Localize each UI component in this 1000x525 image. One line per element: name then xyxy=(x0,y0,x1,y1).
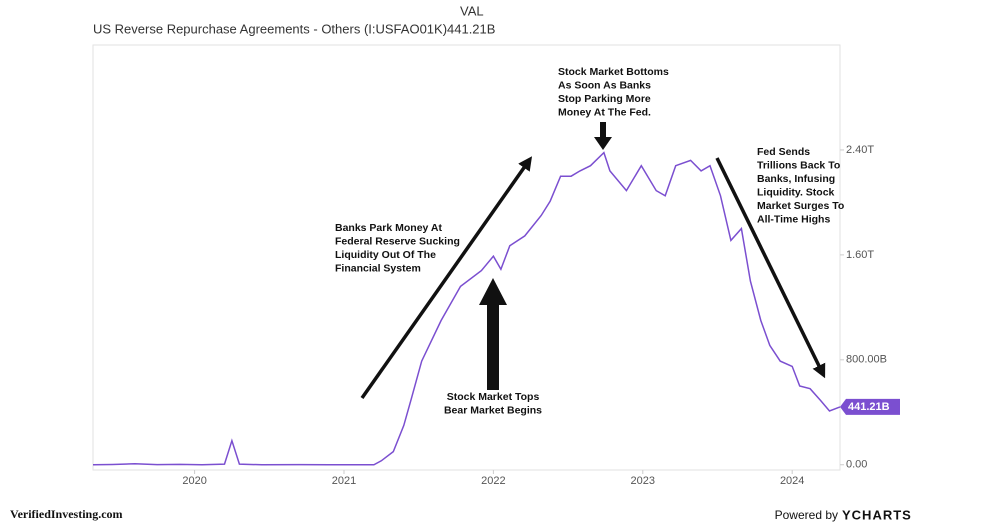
footer-source: VerifiedInvesting.com xyxy=(10,507,123,521)
x-tick-label: 2021 xyxy=(332,475,356,487)
annotation: Bear Market Begins xyxy=(444,404,542,416)
annotation: Federal Reserve Sucking xyxy=(335,235,460,247)
line xyxy=(92,151,841,466)
arrow xyxy=(360,156,533,400)
last-value-label: 441.21B xyxy=(848,401,890,413)
plot-frame xyxy=(92,44,841,471)
chart-title: US Reverse Repurchase Agreements - Other… xyxy=(93,21,447,36)
annotation: Stock Market Tops xyxy=(447,391,540,403)
x-tick-label: 2024 xyxy=(780,475,804,487)
annotation: Banks Park Money At xyxy=(335,222,442,234)
x-tick-label: 2023 xyxy=(631,475,655,487)
annotation: Stop Parking More xyxy=(558,93,651,105)
y-tick-label: 0.00 xyxy=(846,459,867,471)
x-tick-label: 2020 xyxy=(182,475,206,487)
x-tick-label: 2022 xyxy=(481,475,505,487)
y-tick-label: 2.40T xyxy=(846,144,874,156)
annotation: As Soon As Banks xyxy=(558,79,651,91)
annotation: All-Time Highs xyxy=(757,213,830,225)
arrow xyxy=(715,157,826,379)
y-tick-label: 1.60T xyxy=(846,249,874,261)
footer-powered: Powered by xyxy=(775,508,838,522)
annotation: Money At The Fed. xyxy=(558,106,651,118)
y-tick-label: 800.00B xyxy=(846,354,887,366)
annotation: Trillions Back To xyxy=(757,159,840,171)
value-header: VAL xyxy=(460,3,484,18)
annotation: Financial System xyxy=(335,262,421,274)
annotation: Banks, Infusing xyxy=(757,173,835,185)
arrow xyxy=(479,278,507,390)
last-value-badge xyxy=(840,398,900,415)
annotation: Stock Market Bottoms xyxy=(558,66,669,78)
annotation: Fed Sends xyxy=(757,146,810,158)
annotation: Market Surges To xyxy=(757,200,844,212)
arrow xyxy=(594,122,612,150)
footer-brand: YCHARTS xyxy=(842,507,912,522)
annotation: Liquidity Out Of The xyxy=(335,249,436,261)
annotation: Liquidity. Stock xyxy=(757,186,835,198)
header-value: 441.21B xyxy=(447,21,495,36)
